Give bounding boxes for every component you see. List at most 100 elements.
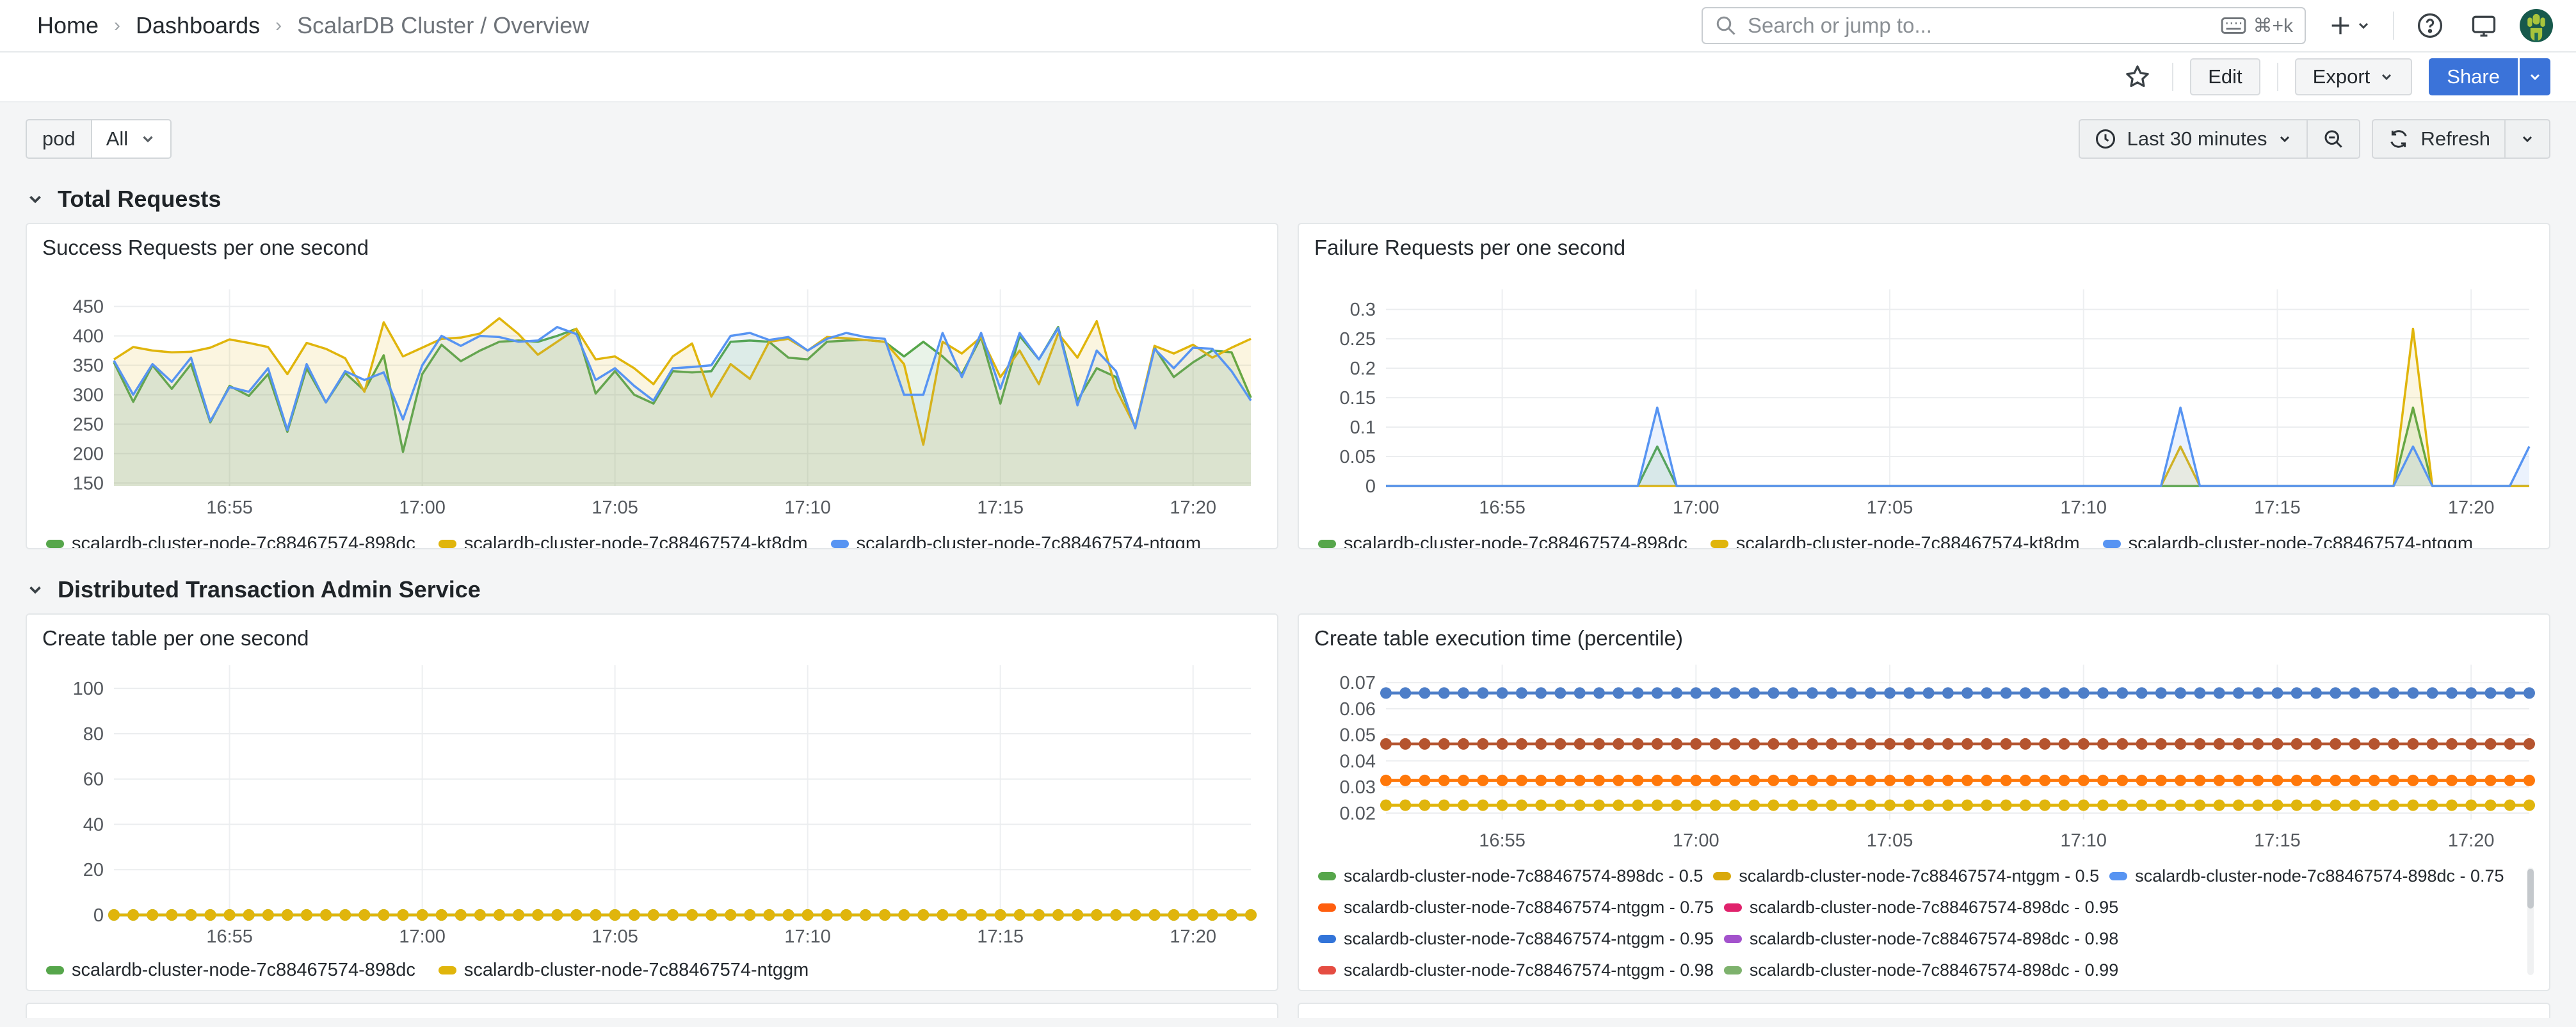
svg-text:0.15: 0.15: [1340, 388, 1376, 408]
svg-text:0.25: 0.25: [1340, 329, 1376, 350]
panel-failure-requests: Failure Requests per one second 16:55 17:…: [1298, 223, 2550, 549]
legend-swatch-icon: [1318, 935, 1336, 943]
legend-label: scalardb-cluster-node-7c88467574-ntggm: [2128, 533, 2474, 549]
legend-item[interactable]: scalardb-cluster-node-7c88467574-898dc -…: [1723, 898, 2118, 918]
share-button[interactable]: Share: [2429, 58, 2518, 95]
edit-button[interactable]: Edit: [2190, 58, 2260, 95]
svg-text:150: 150: [73, 473, 104, 494]
svg-text:0.1: 0.1: [1350, 417, 1376, 438]
svg-text:17:00: 17:00: [1673, 830, 1719, 851]
section-dta-service[interactable]: Distributed Transaction Admin Service: [26, 576, 2550, 603]
legend-item[interactable]: scalardb-cluster-node-7c88467574-898dc: [46, 533, 415, 548]
svg-text:16:55: 16:55: [1479, 830, 1525, 851]
next-panel-peek: [26, 1003, 1278, 1018]
svg-text:300: 300: [73, 385, 104, 406]
share-dropdown-button[interactable]: [2520, 58, 2550, 95]
svg-text:17:20: 17:20: [2448, 830, 2495, 851]
legend-scrollbar-track: [2527, 868, 2534, 975]
panel-create-table-percentile: Create table execution time (percentile)…: [1298, 613, 2550, 991]
legend-label: scalardb-cluster-node-7c88467574-ntggm -…: [1344, 898, 1714, 917]
search-shortcut: ⌘+k: [2221, 15, 2293, 37]
svg-text:17:10: 17:10: [784, 926, 831, 947]
svg-text:17:15: 17:15: [977, 926, 1024, 947]
legend-item[interactable]: scalardb-cluster-node-7c88467574-898dc: [1318, 533, 1687, 549]
divider: [2172, 63, 2174, 91]
svg-text:16:55: 16:55: [206, 497, 253, 518]
legend-item[interactable]: scalardb-cluster-node-7c88467574-kt8dm: [438, 533, 808, 549]
pod-variable-select[interactable]: pod All: [26, 119, 172, 159]
legend-swatch-icon: [2102, 540, 2121, 548]
legend-item[interactable]: scalardb-cluster-node-7c88467574-898dc -…: [2109, 866, 2504, 886]
legend-label: scalardb-cluster-node-7c88467574-898dc: [72, 960, 415, 980]
legend-item[interactable]: scalardb-cluster-node-7c88467574-898dc -…: [1723, 929, 2118, 949]
legend-item[interactable]: scalardb-cluster-node-7c88467574-898dc -…: [1723, 960, 2118, 980]
legend-item[interactable]: scalardb-cluster-node-7c88467574-898dc: [46, 960, 415, 981]
legend-item[interactable]: scalardb-cluster-node-7c88467574-ntggm -…: [1713, 866, 2099, 886]
legend-row: scalardb-cluster-node-7c88467574-ntggm -…: [1318, 898, 2534, 918]
time-range-button[interactable]: Last 30 minutes: [2080, 120, 2307, 158]
percentile-chart[interactable]: 16:55 17:00 17:05 17:10 17:15 17:20 0.02 0.03 0.…: [1314, 654, 2535, 857]
svg-text:200: 200: [73, 444, 104, 464]
kiosk-monitor-button[interactable]: [2466, 8, 2502, 44]
legend-label: scalardb-cluster-node-7c88467574-898dc -…: [1344, 866, 1703, 885]
chevron-down-icon: [143, 136, 153, 143]
legend-label: scalardb-cluster-node-7c88467574-898dc: [1344, 533, 1687, 549]
legend-row: scalardb-cluster-node-7c88467574-898dc -…: [1318, 866, 2534, 886]
legend-item[interactable]: scalardb-cluster-node-7c88467574-ntggm -…: [1318, 898, 1714, 918]
breadcrumb-separator: ›: [275, 15, 282, 36]
legend-item[interactable]: scalardb-cluster-node-7c88467574-ntggm: [830, 533, 1201, 548]
svg-text:17:15: 17:15: [977, 497, 1024, 518]
svg-text:17:00: 17:00: [399, 926, 446, 947]
svg-text:0.07: 0.07: [1340, 673, 1376, 693]
legend-scrollbar-thumb[interactable]: [2527, 869, 2534, 909]
section-title: Total Requests: [58, 186, 221, 212]
panel-title: Failure Requests per one second: [1314, 236, 1626, 259]
divider: [2393, 12, 2394, 40]
legend-swatch-icon: [1318, 872, 1336, 880]
svg-text:0.05: 0.05: [1340, 725, 1376, 746]
success-requests-legend: scalardb-cluster-node-7c88467574-898dc sc…: [42, 533, 1262, 549]
svg-text:40: 40: [83, 814, 104, 835]
success-requests-chart[interactable]: 16:55 17:00 17:05 17:10 17:15 17:20 150 200 250 3…: [42, 264, 1262, 526]
refresh-interval-button[interactable]: [2504, 120, 2549, 158]
export-button[interactable]: Export: [2294, 58, 2413, 95]
legend-item[interactable]: scalardb-cluster-node-7c88467574-ntggm -…: [1318, 929, 1714, 949]
clock-icon: [2095, 129, 2115, 149]
svg-text:17:10: 17:10: [2060, 497, 2107, 518]
breadcrumb-item[interactable]: Home: [37, 12, 99, 38]
svg-text:17:00: 17:00: [1673, 497, 1719, 518]
breadcrumb-item[interactable]: Dashboards: [136, 12, 261, 38]
svg-text:60: 60: [83, 770, 104, 790]
legend-item[interactable]: scalardb-cluster-node-7c88467574-ntggm: [438, 960, 809, 981]
svg-text:17:05: 17:05: [592, 497, 638, 518]
legend-item[interactable]: scalardb-cluster-node-7c88467574-ntggm -…: [1318, 960, 1714, 980]
legend-item[interactable]: scalardb-cluster-node-7c88467574-898dc -…: [1318, 866, 1703, 886]
legend-label: scalardb-cluster-node-7c88467574-kt8dm: [463, 533, 808, 549]
svg-text:17:05: 17:05: [1867, 497, 1913, 518]
pod-variable-value[interactable]: All: [92, 119, 172, 159]
zoom-out-button[interactable]: [2306, 120, 2359, 158]
search-input[interactable]: Search or jump to... ⌘+k: [1702, 7, 2306, 44]
help-button[interactable]: [2412, 8, 2448, 44]
svg-text:400: 400: [73, 327, 104, 347]
legend-swatch-icon: [830, 540, 849, 548]
legend-item[interactable]: scalardb-cluster-node-7c88467574-kt8dm: [1710, 533, 2080, 548]
svg-text:20: 20: [83, 860, 104, 880]
avatar-figure: [2527, 13, 2545, 42]
svg-text:17:15: 17:15: [2254, 830, 2301, 851]
panel-title: Create table execution time (percentile): [1314, 626, 1683, 650]
plus-icon: [2331, 17, 2349, 35]
failure-requests-chart[interactable]: 16:55 17:00 17:05 17:10 17:15 17:20 0 0.05 0.1 0.…: [1314, 264, 2534, 526]
legend-swatch-icon: [1723, 966, 1742, 974]
add-button[interactable]: [2324, 9, 2375, 42]
legend-row: scalardb-cluster-node-7c88467574-ntggm -…: [1318, 929, 2534, 949]
avatar[interactable]: [2520, 9, 2553, 42]
create-table-chart[interactable]: 16:55 17:00 17:05 17:10 17:15 17:20 0 20 40 60 80 1…: [42, 654, 1262, 952]
svg-text:80: 80: [83, 724, 104, 745]
refresh-button[interactable]: Refresh: [2373, 120, 2504, 158]
svg-text:16:55: 16:55: [206, 926, 253, 947]
section-total-requests[interactable]: Total Requests: [26, 186, 2550, 213]
star-button[interactable]: [2120, 59, 2155, 95]
svg-text:16:55: 16:55: [1479, 497, 1525, 518]
legend-item[interactable]: scalardb-cluster-node-7c88467574-ntggm: [2102, 533, 2474, 549]
